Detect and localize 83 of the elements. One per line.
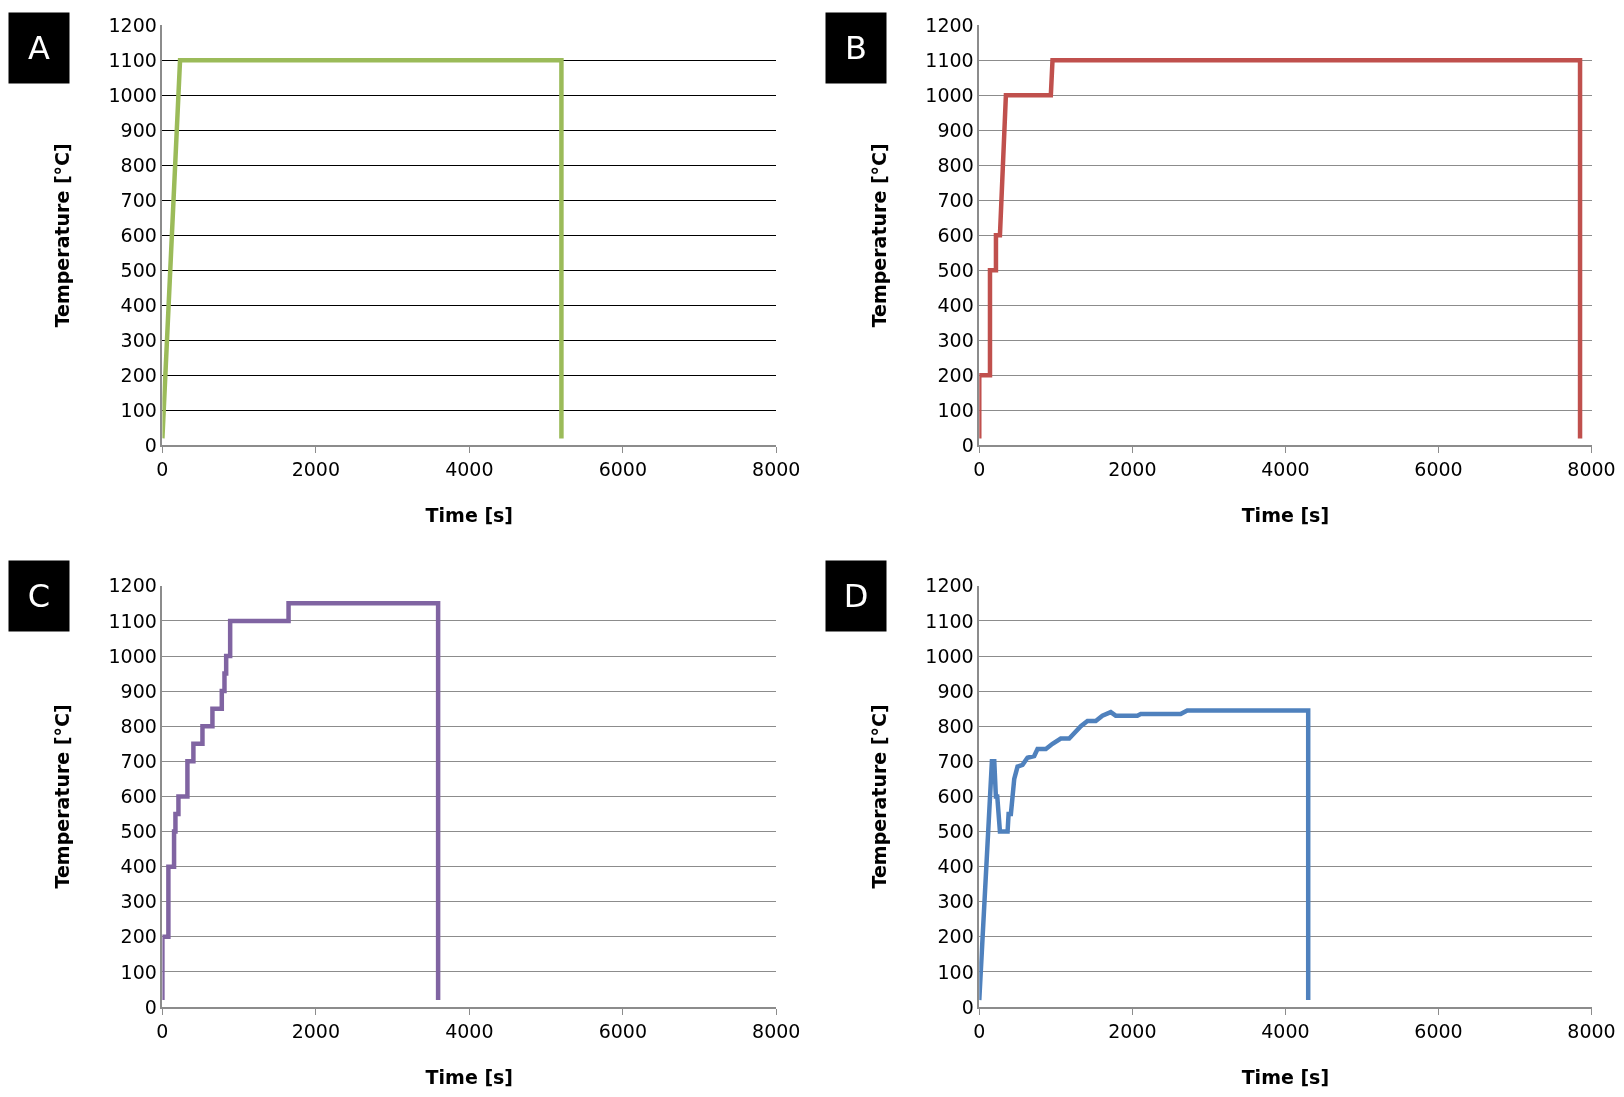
x-tick-label: 8000 xyxy=(752,1019,801,1042)
y-tick-label: 100 xyxy=(937,399,974,422)
x-axis-title: Time [s] xyxy=(1241,1065,1330,1088)
y-tick-label: 700 xyxy=(937,749,974,772)
y-tick-label: 800 xyxy=(120,714,157,737)
y-tick-label: 900 xyxy=(937,679,974,702)
y-tick-label: 0 xyxy=(144,995,157,1018)
y-tick-label: 200 xyxy=(937,364,974,387)
y-tick-label: 500 xyxy=(937,820,974,843)
y-tick-label: 600 xyxy=(120,223,157,246)
x-tick-label: 8000 xyxy=(752,457,801,480)
x-tick-label: 6000 xyxy=(598,457,647,480)
x-tick-label: 4000 xyxy=(1261,1019,1310,1042)
y-tick-label: 1200 xyxy=(108,574,157,597)
y-tick-label: 600 xyxy=(937,785,974,808)
y-tick-label: 1200 xyxy=(108,13,157,36)
y-tick-label: 500 xyxy=(937,258,974,281)
x-tick-label: 6000 xyxy=(1414,1019,1463,1042)
y-tick-label: 1000 xyxy=(108,83,157,106)
y-tick-label: 1200 xyxy=(925,574,974,597)
y-tick-label: 300 xyxy=(937,328,974,351)
y-tick-label: 500 xyxy=(120,820,157,843)
y-tick-label: 800 xyxy=(937,714,974,737)
line-series xyxy=(162,601,441,1003)
y-axis-title: Temperature [°C] xyxy=(50,143,73,328)
y-tick-label: 1100 xyxy=(925,48,974,71)
y-tick-label: 1100 xyxy=(108,48,157,71)
y-axis-title: Temperature [°C] xyxy=(50,704,73,889)
y-tick-label: 1200 xyxy=(925,13,974,36)
text: D xyxy=(843,577,869,615)
y-tick-label: 600 xyxy=(120,785,157,808)
x-tick-label: 4000 xyxy=(1261,457,1310,480)
y-tick-label: 700 xyxy=(120,749,157,772)
y-tick-label: 700 xyxy=(120,188,157,211)
y-tick-label: 300 xyxy=(120,328,157,351)
y-tick-label: 1100 xyxy=(108,609,157,632)
y-tick-label: 200 xyxy=(120,925,157,948)
x-tick-label: 2000 xyxy=(291,1019,341,1042)
x-axis-title: Time [s] xyxy=(425,1065,514,1088)
x-axis-title: Time [s] xyxy=(425,504,514,527)
y-tick-label: 1000 xyxy=(925,644,974,667)
y-tick-label: 0 xyxy=(961,434,974,457)
x-tick-label: 4000 xyxy=(445,457,494,480)
y-tick-label: 100 xyxy=(937,960,974,983)
x-tick-label: 6000 xyxy=(598,1019,647,1042)
y-tick-label: 400 xyxy=(120,293,157,316)
y-axis-title: Temperature [°C] xyxy=(867,143,890,328)
y-tick-label: 0 xyxy=(961,995,974,1018)
y-tick-label: 900 xyxy=(120,118,157,141)
y-tick-label: 800 xyxy=(120,153,157,176)
y-tick-label: 200 xyxy=(937,925,974,948)
x-tick-label: 8000 xyxy=(1567,457,1616,480)
y-tick-label: 100 xyxy=(120,960,157,983)
x-tick-label: 8000 xyxy=(1567,1019,1616,1042)
y-tick-label: 100 xyxy=(120,399,157,422)
y-tick-label: 200 xyxy=(120,364,157,387)
y-tick-label: 400 xyxy=(937,293,974,316)
text: A xyxy=(28,29,50,67)
y-axis-title: Temperature [°C] xyxy=(867,704,890,889)
y-tick-label: 700 xyxy=(937,188,974,211)
y-tick-label: 400 xyxy=(937,855,974,878)
x-tick-label: 6000 xyxy=(1414,457,1463,480)
y-tick-label: 800 xyxy=(937,153,974,176)
y-tick-label: 1100 xyxy=(925,609,974,632)
y-tick-label: 1000 xyxy=(925,83,974,106)
line-series xyxy=(979,57,1583,441)
y-tick-label: 300 xyxy=(937,890,974,913)
y-tick-label: 300 xyxy=(120,890,157,913)
y-tick-label: 900 xyxy=(937,118,974,141)
x-tick-label: 2000 xyxy=(1108,457,1157,480)
x-tick-label: 4000 xyxy=(445,1019,494,1042)
x-tick-label: 2000 xyxy=(1108,1019,1157,1042)
line-series xyxy=(979,708,1311,1003)
y-tick-label: 600 xyxy=(937,223,974,246)
text: C xyxy=(27,577,51,615)
y-tick-label: 900 xyxy=(120,679,157,702)
y-tick-label: 1000 xyxy=(108,644,157,667)
x-axis-title: Time [s] xyxy=(1241,504,1330,527)
y-tick-label: 0 xyxy=(144,434,157,457)
text: B xyxy=(845,29,867,67)
y-tick-label: 500 xyxy=(120,258,157,281)
y-tick-label: 400 xyxy=(120,855,157,878)
x-tick-label: 2000 xyxy=(291,457,341,480)
